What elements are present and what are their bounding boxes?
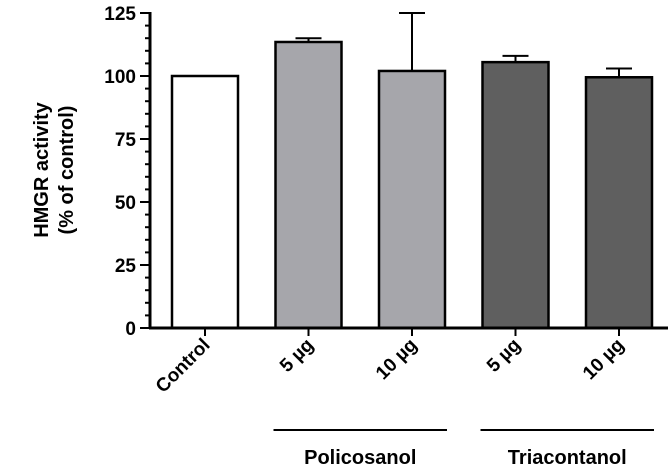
- group-label-2: Triacontanol: [508, 447, 627, 469]
- bar-2: [274, 40, 343, 330]
- bars: [170, 40, 654, 330]
- bar-5: [584, 76, 654, 330]
- y-axis-title-line-2: (% of control): [56, 106, 78, 235]
- axes: [140, 12, 668, 336]
- x-tick-labels: Control 5 µg 10 µg 5 µg 10 µg: [152, 335, 629, 398]
- y-tick-label: 0: [125, 319, 136, 340]
- x-tick-label: 5 µg: [276, 335, 318, 377]
- y-tick-labels: 0 25 50 75 100 125: [104, 4, 136, 340]
- bar-3: [377, 69, 447, 330]
- x-tick-label: 10 µg: [579, 335, 628, 384]
- y-tick-label: 25: [115, 256, 137, 277]
- y-tick-label: 125: [104, 4, 136, 25]
- x-tick-label: 5 µg: [483, 335, 525, 377]
- y-tick-label: 100: [104, 67, 136, 88]
- group-labels: Policosanol Triacontanol: [273, 429, 654, 469]
- x-tick-label: Control: [152, 335, 215, 398]
- error-bars: [295, 12, 632, 78]
- x-tick-label: 10 µg: [372, 335, 421, 384]
- bar-4: [481, 60, 550, 330]
- bar-1: [170, 74, 240, 330]
- y-axis-title: HMGR activity (% of control): [31, 101, 78, 237]
- y-axis-title-line-1: HMGR activity: [31, 101, 53, 237]
- group-label-1: Policosanol: [304, 447, 416, 469]
- y-tick-label: 50: [115, 193, 136, 214]
- y-tick-label: 75: [115, 130, 137, 151]
